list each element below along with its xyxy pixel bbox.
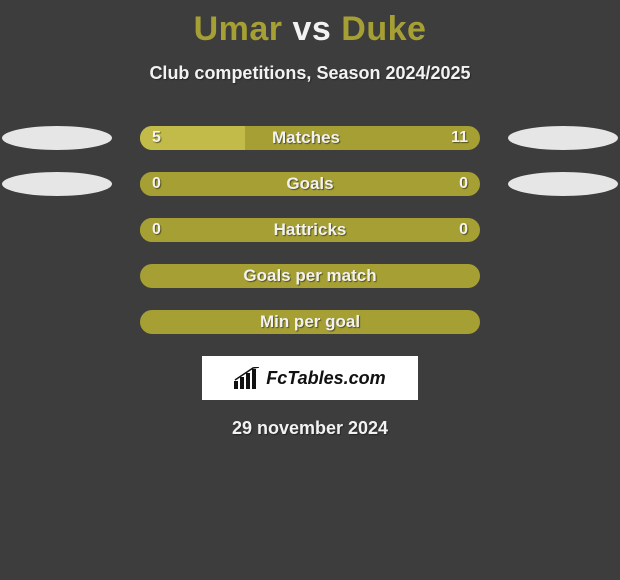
player2-ellipse	[508, 126, 618, 150]
player2-ellipse	[508, 218, 618, 242]
infographic-container: Umar vs Duke Club competitions, Season 2…	[0, 0, 620, 580]
stat-value-left: 0	[152, 221, 161, 239]
player1-ellipse	[2, 264, 112, 288]
stat-bar: Goals per match	[140, 264, 480, 288]
stats-section: 5Matches110Goals00Hattricks0Goals per ma…	[0, 126, 620, 334]
stat-label: Matches	[161, 128, 451, 148]
stat-value-right: 0	[459, 175, 468, 193]
player1-ellipse	[2, 310, 112, 334]
stat-value-right: 0	[459, 221, 468, 239]
stat-row: Min per goal	[0, 310, 620, 334]
stat-row: 5Matches11	[0, 126, 620, 150]
stat-bar: 0Goals0	[140, 172, 480, 196]
player2-ellipse	[508, 172, 618, 196]
player1-ellipse	[2, 126, 112, 150]
stat-value-right: 11	[451, 129, 468, 147]
stat-bar: Min per goal	[140, 310, 480, 334]
stat-label: Goals per match	[140, 266, 480, 286]
stat-row: Goals per match	[0, 264, 620, 288]
stat-row: 0Hattricks0	[0, 218, 620, 242]
page-title: Umar vs Duke	[0, 0, 620, 49]
subtitle: Club competitions, Season 2024/2025	[0, 63, 620, 84]
player1-ellipse	[2, 218, 112, 242]
player1-ellipse	[2, 172, 112, 196]
vs-separator: vs	[292, 10, 331, 48]
logo-part2: Tables	[287, 368, 343, 388]
player1-name: Umar	[194, 10, 283, 48]
source-logo: FcTables.com	[202, 356, 418, 400]
stat-label: Min per goal	[140, 312, 480, 332]
stat-value-left: 0	[152, 175, 161, 193]
stat-bar: 5Matches11	[140, 126, 480, 150]
stat-label: Hattricks	[161, 220, 459, 240]
player2-ellipse	[508, 264, 618, 288]
logo-text: FcTables.com	[266, 368, 385, 389]
logo-part1: Fc	[266, 368, 287, 388]
stat-row: 0Goals0	[0, 172, 620, 196]
stat-bar: 0Hattricks0	[140, 218, 480, 242]
date-text: 29 november 2024	[0, 418, 620, 439]
logo-part3: .com	[344, 368, 386, 388]
player2-name: Duke	[341, 10, 426, 48]
stat-value-left: 5	[152, 129, 161, 147]
player2-ellipse	[508, 310, 618, 334]
chart-icon	[234, 367, 260, 389]
stat-label: Goals	[161, 174, 459, 194]
